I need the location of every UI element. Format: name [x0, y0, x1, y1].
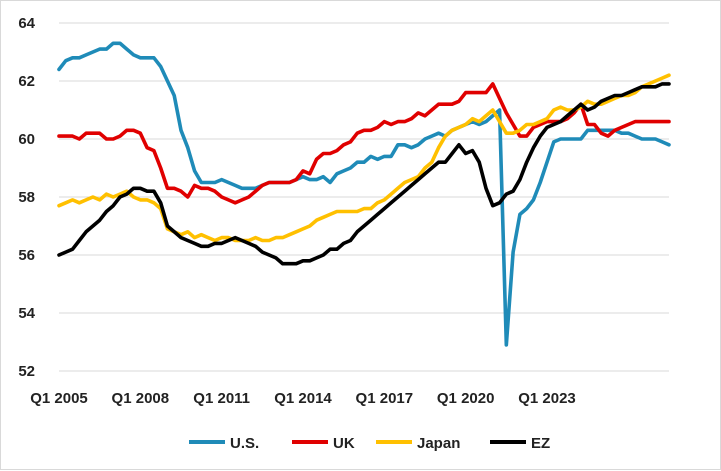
y-tick-label: 56 [18, 247, 35, 264]
x-tick-label: Q1 2014 [274, 390, 332, 407]
legend-label: U.S. [230, 435, 259, 452]
series-line-japan [57, 73, 671, 243]
series-line-us [57, 41, 671, 347]
legend-label: EZ [531, 435, 550, 452]
x-tick-label: Q1 2020 [437, 390, 495, 407]
x-tick-label: Q1 2023 [518, 390, 576, 407]
legend-label: UK [333, 435, 355, 452]
x-tick-label: Q1 2011 [193, 390, 250, 407]
gridlines [59, 22, 669, 314]
x-tick-label: Q1 2017 [356, 390, 414, 407]
x-tick-label: Q1 2008 [112, 390, 170, 407]
series-lines [57, 41, 671, 347]
y-tick-label: 64 [18, 15, 35, 32]
y-tick-label: 58 [18, 189, 35, 206]
y-tick-label: 54 [18, 305, 35, 322]
series-line-uk [57, 82, 671, 205]
y-tick-label: 52 [18, 363, 35, 380]
series-line-ez [57, 82, 671, 266]
y-axis-tick-labels: 52 54 56 58 60 62 64 [18, 15, 35, 380]
legend-label: Japan [417, 435, 460, 452]
y-tick-label: 62 [18, 73, 35, 90]
legend: U.S. UK Japan EZ [189, 435, 550, 452]
x-tick-label: Q1 2005 [30, 390, 88, 407]
y-tick-label: 60 [18, 131, 35, 148]
x-axis-tick-labels: Q1 2005 Q1 2008 Q1 2011 Q1 2014 Q1 2017 Q1 20… [30, 390, 576, 407]
